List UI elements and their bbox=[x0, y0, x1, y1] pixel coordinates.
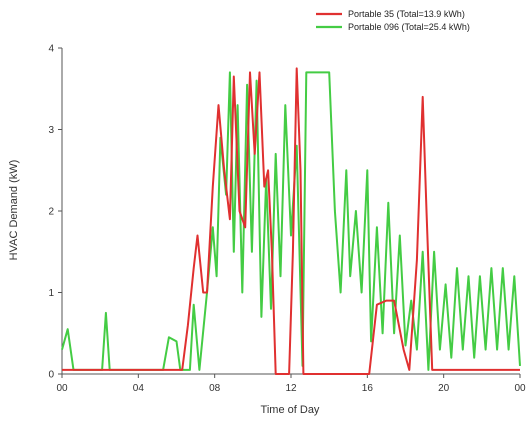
y-axis-title: HVAC Demand (kW) bbox=[8, 160, 20, 261]
x-tick-label: 00 bbox=[56, 383, 68, 394]
y-tick-label: 1 bbox=[48, 288, 54, 299]
series-line-1 bbox=[62, 67, 520, 375]
x-axis-title: Time of Day bbox=[261, 404, 320, 416]
x-tick-label: 12 bbox=[285, 383, 297, 394]
series-line-2 bbox=[61, 71, 521, 371]
x-tick-label: 20 bbox=[438, 383, 450, 394]
y-tick-label: 4 bbox=[48, 44, 54, 55]
x-tick-label: 08 bbox=[209, 383, 221, 394]
legend-label-series-1: Portable 35 (Total=13.9 kWh) bbox=[348, 9, 465, 19]
legend-label-series-2: Portable 096 (Total=25.4 kWh) bbox=[348, 22, 470, 32]
x-tick-label: 16 bbox=[362, 383, 374, 394]
x-axis-ticks: 00 04 08 12 16 20 00 bbox=[56, 374, 526, 394]
series-layer bbox=[61, 67, 521, 375]
x-tick-label: 00 bbox=[514, 383, 526, 394]
y-tick-label: 0 bbox=[48, 370, 54, 381]
y-tick-label: 2 bbox=[48, 207, 54, 218]
legend: Portable 35 (Total=13.9 kWh) Portable 09… bbox=[316, 9, 470, 32]
y-axis-ticks: 0 1 2 3 4 bbox=[48, 44, 62, 381]
x-tick-label: 04 bbox=[133, 383, 145, 394]
y-tick-label: 3 bbox=[48, 125, 54, 136]
